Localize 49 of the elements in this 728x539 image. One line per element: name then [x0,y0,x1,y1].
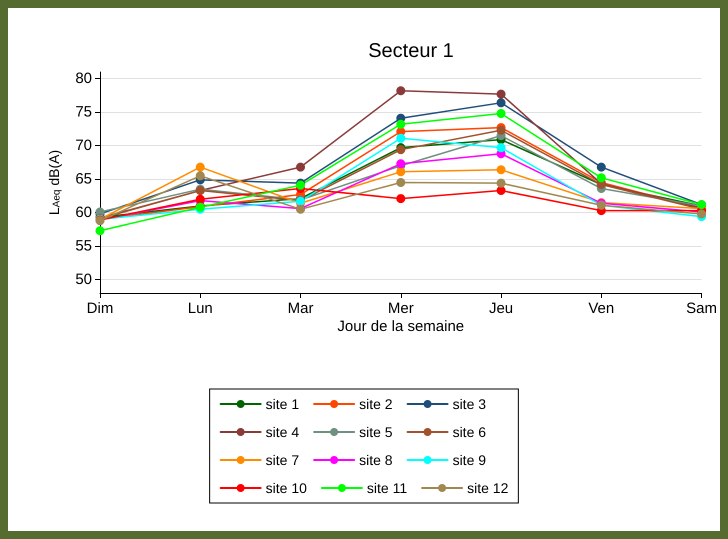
x-tick-label: Dim [86,300,114,317]
point [496,143,506,152]
point [196,162,205,172]
point [496,126,506,135]
x-tick-label: Jeu [488,300,514,317]
y-tick-label: 55 [75,238,92,255]
legend-label: site 9 [452,452,486,468]
point [596,173,606,182]
y-tick-label: 80 [75,70,92,88]
legend-label: site 8 [359,452,393,468]
legend-label: site 1 [266,396,300,412]
point [396,86,406,96]
point [396,120,406,129]
legend-label: site 11 [366,480,408,496]
point [496,90,506,99]
point [496,178,506,188]
point [496,109,506,118]
point [196,171,205,180]
point [296,162,306,172]
point [396,194,406,204]
x-tick-label: Ven [588,300,614,317]
y-tick-label: 75 [75,104,92,121]
y-tick-label: 65 [75,170,92,188]
legend-label: site 12 [467,480,509,496]
legend-label: site 10 [266,480,308,496]
x-axis-title: Jour de la semaine [337,318,464,335]
legend-label: site 4 [266,424,300,440]
y-tick-label: 70 [75,137,92,154]
point [596,162,606,172]
point [496,186,506,196]
point [496,98,506,108]
y-tick-label: 60 [75,204,92,222]
point [396,178,406,187]
x-tick-label: Mer [388,300,414,317]
x-tick-label: Lun [188,300,213,317]
legend-label: site 2 [359,396,393,412]
legend-label: site 6 [452,424,486,440]
y-axis-title: LAeq dB(A) [46,150,62,216]
point [396,167,406,176]
legend-label: site 5 [359,424,393,440]
point [496,165,506,174]
x-tick-label: Mar [288,300,314,317]
chart-title: Secteur 1 [368,40,454,62]
point [96,226,104,236]
point [396,134,406,143]
legend-label: site 7 [266,452,300,468]
y-tick-label: 50 [75,271,92,288]
legend-label: site 3 [452,396,486,412]
x-tick-label: Sam [686,300,717,317]
